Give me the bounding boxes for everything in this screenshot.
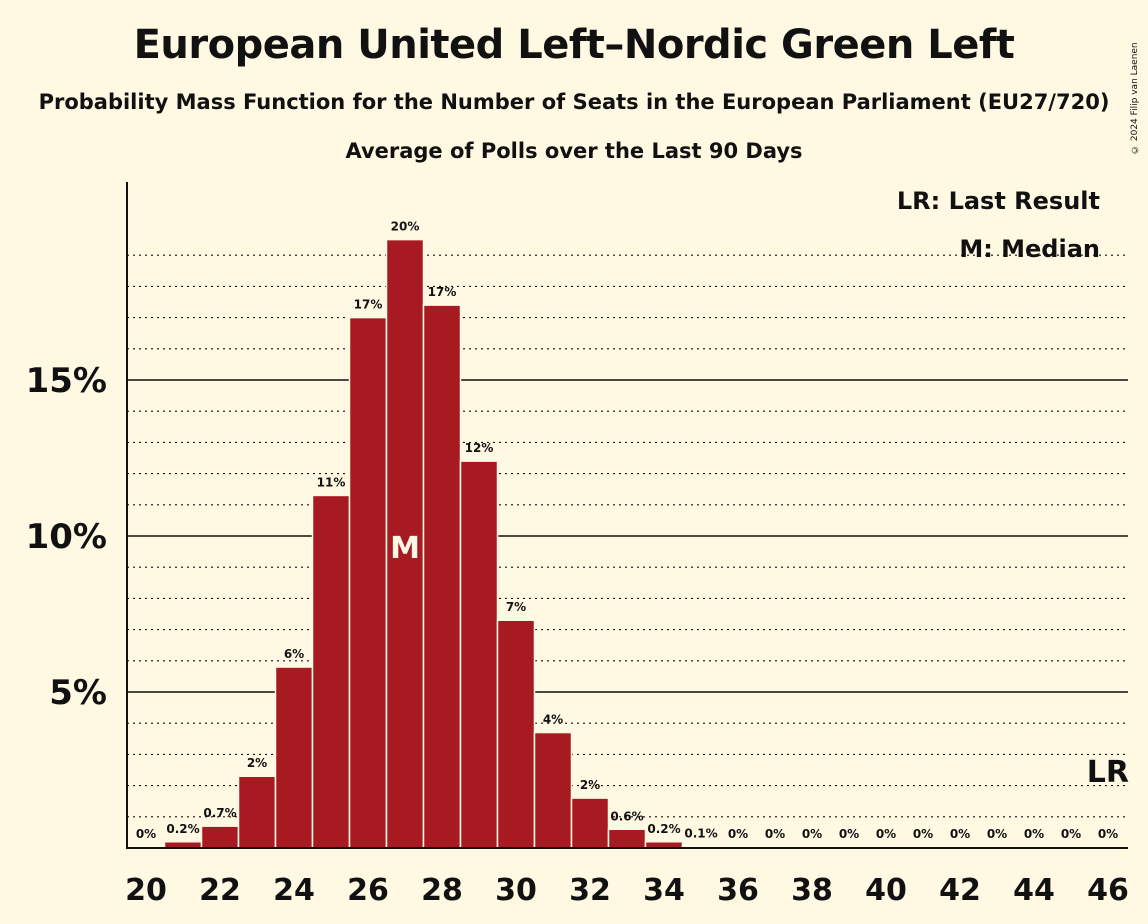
- bar-label-seat-45: 0%: [1061, 827, 1081, 841]
- bar-label-seat-27: 20%: [391, 220, 420, 234]
- bar-seat-31: [533, 731, 573, 849]
- bar-label-seat-38: 0%: [802, 827, 822, 841]
- x-tick-26: 26: [347, 873, 389, 908]
- chart-title: European United Left–Nordic Green Left: [133, 22, 1015, 68]
- bar-seat-24: [274, 666, 314, 849]
- bar-label-seat-44: 0%: [1024, 827, 1044, 841]
- x-tick-20: 20: [125, 873, 167, 908]
- x-tick-46: 46: [1087, 873, 1129, 908]
- bar-seat-25: [311, 494, 351, 849]
- y-tick-5: 5%: [49, 673, 107, 713]
- bars: [163, 238, 721, 849]
- bar-label-seat-26: 17%: [354, 298, 383, 312]
- bar-label-seat-21: 0.2%: [166, 822, 199, 836]
- x-tick-44: 44: [1013, 873, 1055, 908]
- x-tick-38: 38: [791, 873, 833, 908]
- last-result-marker: LR: [1087, 755, 1129, 790]
- median-marker: M: [390, 531, 420, 566]
- bar-label-seat-25: 11%: [317, 475, 346, 489]
- x-tick-42: 42: [939, 873, 981, 908]
- bar-seat-26: [348, 316, 388, 849]
- x-tick-24: 24: [273, 873, 315, 908]
- bar-label-seat-43: 0%: [987, 827, 1007, 841]
- bar-label-seat-30: 7%: [506, 600, 526, 614]
- bar-seat-29: [459, 460, 499, 849]
- x-tick-34: 34: [643, 873, 685, 908]
- x-tick-40: 40: [865, 873, 907, 908]
- bar-label-seat-23: 2%: [247, 756, 267, 770]
- legend-last-result: LR: Last Result: [897, 187, 1100, 215]
- bar-label-seat-41: 0%: [913, 827, 933, 841]
- y-tick-10: 10%: [26, 517, 107, 557]
- bar-seat-30: [496, 619, 536, 849]
- x-tick-30: 30: [495, 873, 537, 908]
- bar-label-seat-34: 0.2%: [647, 822, 680, 836]
- bar-label-seat-46: 0%: [1098, 827, 1118, 841]
- x-tick-22: 22: [199, 873, 241, 908]
- bar-label-seat-33: 0.6%: [610, 809, 643, 823]
- bar-label-seat-40: 0%: [876, 827, 896, 841]
- bar-label-seat-29: 12%: [465, 441, 494, 455]
- bar-label-seat-36: 0%: [728, 827, 748, 841]
- bar-labels: 0% 0.2% 0.7% 2% 6% 11% 17% 20% 17% 12% 7% 4% 2% 0.6% 0…: [136, 220, 1118, 841]
- bar-seat-28: [422, 304, 462, 849]
- bar-label-seat-22: 0.7%: [203, 806, 236, 820]
- y-tick-labels: 5% 10% 15%: [26, 361, 107, 713]
- grid-lines: [127, 254, 1128, 818]
- bar-label-seat-42: 0%: [950, 827, 970, 841]
- x-tick-36: 36: [717, 873, 759, 908]
- bar-label-seat-32: 2%: [580, 778, 600, 792]
- chart-subtitle-period: Average of Polls over the Last 90 Days: [345, 139, 803, 163]
- chart-subtitle: Probability Mass Function for the Number…: [38, 90, 1110, 114]
- bar-label-seat-20: 0%: [136, 827, 156, 841]
- bar-label-seat-28: 17%: [428, 285, 457, 299]
- x-tick-labels: 20 22 24 26 28 30 32 34 36 38 40 42 44 46: [125, 873, 1129, 908]
- bar-seat-32: [570, 797, 610, 849]
- bar-seat-33: [607, 828, 647, 849]
- bar-label-seat-24: 6%: [284, 647, 304, 661]
- y-tick-15: 15%: [26, 361, 107, 401]
- bar-seat-22: [200, 825, 240, 849]
- x-tick-32: 32: [569, 873, 611, 908]
- bar-label-seat-39: 0%: [839, 827, 859, 841]
- bar-label-seat-35: 0.1%: [684, 826, 717, 840]
- bar-seat-23: [237, 775, 277, 849]
- bar-seat-27: [385, 238, 425, 849]
- x-tick-28: 28: [421, 873, 463, 908]
- bar-label-seat-37: 0%: [765, 827, 785, 841]
- legend-median: M: Median: [959, 235, 1100, 263]
- bar-label-seat-31: 4%: [543, 713, 563, 727]
